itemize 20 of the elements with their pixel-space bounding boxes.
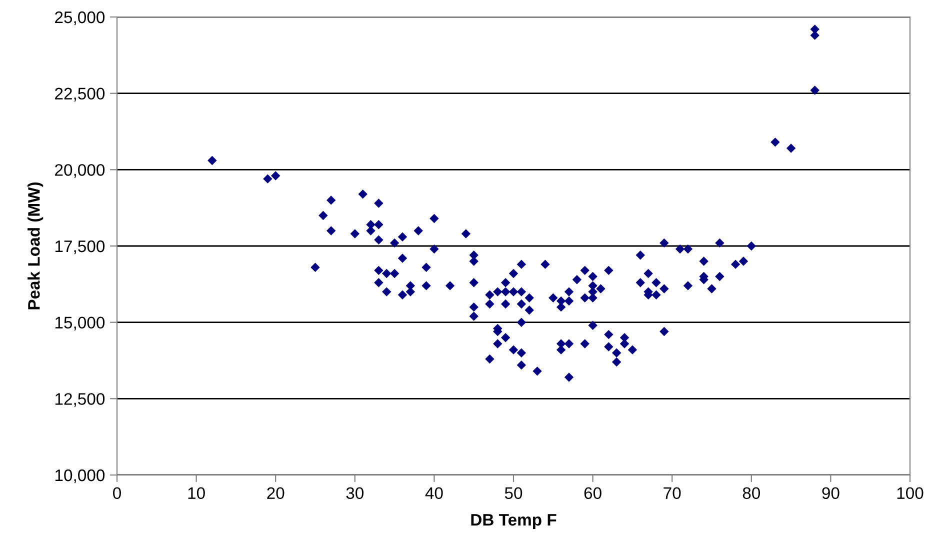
y-tick-label: 25,000	[55, 11, 105, 26]
x-tick-label: 60	[584, 487, 602, 500]
y-tick-label: 12,500	[55, 393, 105, 407]
y-tick-label: 22,500	[55, 88, 105, 102]
y-tick-label: 20,000	[55, 164, 105, 178]
x-tick-label: 30	[346, 487, 364, 500]
y-tick-label: 10,000	[55, 469, 105, 484]
x-tick-label: 0	[113, 487, 121, 500]
x-tick-label: 100	[897, 487, 924, 500]
x-tick-label: 90	[822, 487, 840, 500]
x-tick-label: 80	[742, 487, 760, 500]
x-tick-label: 50	[504, 487, 522, 500]
x-tick-label: 20	[267, 487, 284, 500]
y-axis-title: Peak Load (MW)	[28, 182, 44, 310]
x-tick-label: 10	[188, 487, 205, 500]
y-tick-label: 17,500	[55, 240, 105, 254]
x-tick-label: 70	[664, 487, 681, 500]
x-axis-title: DB Temp F	[471, 514, 556, 529]
y-tick-label: 15,000	[55, 316, 105, 331]
x-tick-label: 40	[425, 487, 443, 500]
